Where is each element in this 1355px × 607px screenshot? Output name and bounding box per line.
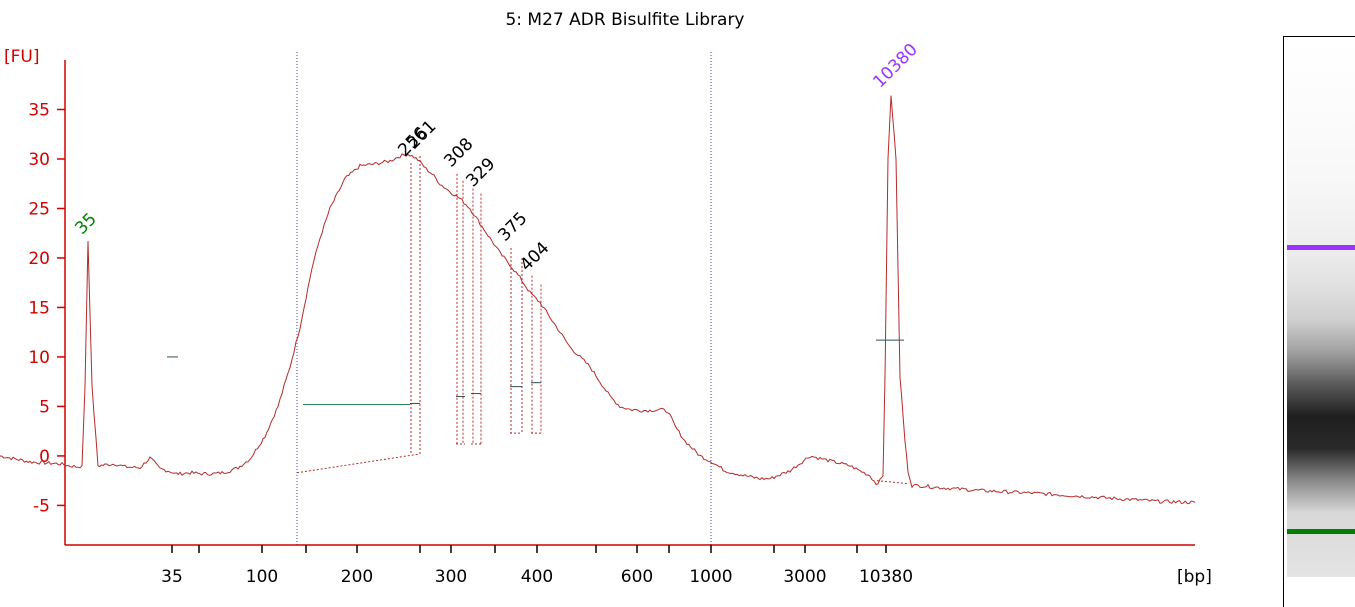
- gel-upper-marker-band: [1287, 245, 1355, 250]
- y-tick-label-25: 25: [28, 199, 50, 219]
- upper-marker-baseline: [876, 480, 909, 485]
- x-tick-label-1000: 1000: [689, 567, 732, 587]
- chart-axes: [64, 60, 1195, 546]
- x-tick-label-600: 600: [621, 567, 653, 587]
- peak-label-404: 404: [516, 238, 553, 275]
- y-axis-label: [FU]: [4, 47, 40, 67]
- x-tick-label-400: 400: [521, 567, 553, 587]
- peak-dropdown-lines: [296, 156, 909, 485]
- peak-label-308: 308: [440, 134, 477, 171]
- region-boundaries: [296, 52, 712, 545]
- peak-label-35: 35: [71, 209, 100, 238]
- electropherogram-chart: 5: M27 ADR Bisulfite Library [FU] [bp] -…: [0, 10, 1212, 587]
- x-tick-label-300: 300: [435, 567, 467, 587]
- chart-title: 5: M27 ADR Bisulfite Library: [505, 10, 744, 30]
- y-tick-label-0: 0: [39, 447, 50, 467]
- y-tick-label-10: 10: [28, 348, 50, 368]
- y-tick-label-20: 20: [28, 249, 50, 269]
- x-tick-label-100: 100: [246, 567, 278, 587]
- peak-label-329: 329: [462, 154, 499, 191]
- x-tick-label-3000: 3000: [783, 567, 826, 587]
- y-tick-label-30: 30: [28, 150, 50, 170]
- gel-frame: [1283, 36, 1355, 607]
- gel-lower-marker-band: [1287, 529, 1355, 534]
- peak-label-375: 375: [494, 209, 531, 246]
- y-tick-label--5: -5: [33, 496, 50, 516]
- x-axis-label: [bp]: [1177, 567, 1212, 587]
- x-tick-label-10380: 10380: [859, 567, 913, 587]
- y-ticks: -5 0 5 10 15 20 25 30 35: [28, 100, 65, 516]
- peak-label-10380: 10380: [869, 40, 921, 92]
- gel-lane: [1287, 42, 1355, 577]
- y-tick-label-35: 35: [28, 100, 50, 120]
- region-baseline: [296, 453, 421, 474]
- x-tick-label-200: 200: [341, 567, 373, 587]
- region-marker-lines: [167, 339, 904, 405]
- x-ticks: 35 100 200 300 400 600 1000 3000 10380: [161, 545, 913, 587]
- y-tick-label-5: 5: [39, 397, 50, 417]
- y-tick-label-15: 15: [28, 298, 50, 318]
- fluorescence-trace: [0, 95, 1196, 505]
- x-tick-label-35: 35: [161, 567, 183, 587]
